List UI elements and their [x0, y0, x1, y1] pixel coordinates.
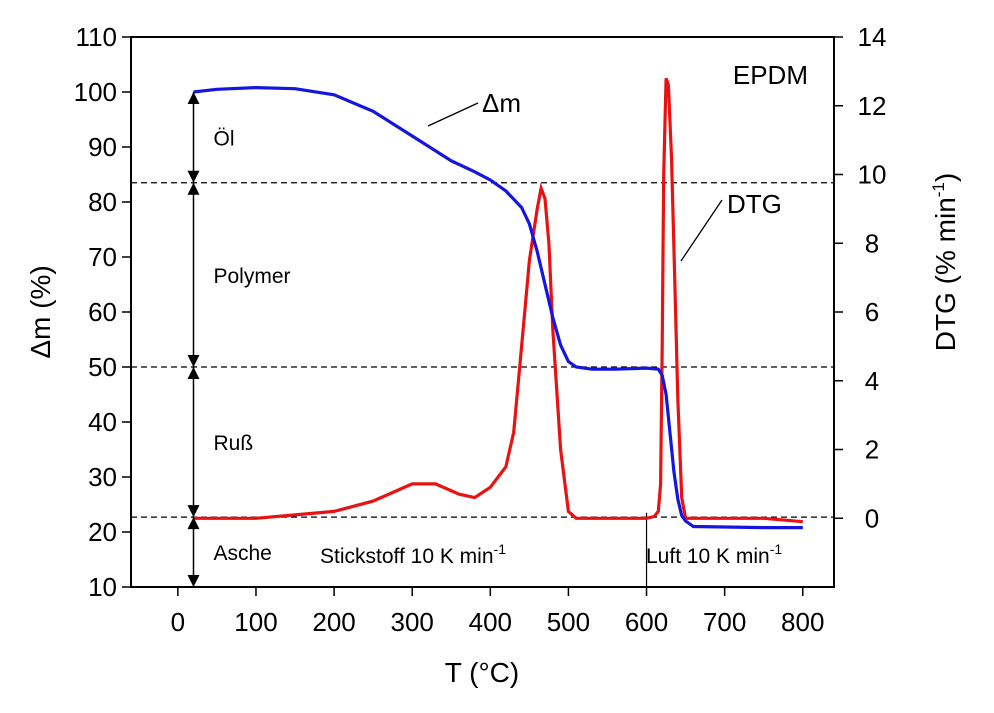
range-label: Polymer: [213, 265, 290, 288]
x-tick-label: 300: [391, 607, 434, 637]
left-y-tick-label: 30: [88, 462, 117, 492]
x-tick-label: 600: [625, 607, 668, 637]
right-y-tick-label: 10: [858, 160, 887, 190]
left-y-tick-label: 80: [88, 187, 117, 217]
left-y-tick-label: 40: [88, 407, 117, 437]
right-y-axis-label-main: DTG (% min: [930, 197, 961, 351]
range-arrow-head: [187, 517, 200, 530]
nitrogen-main: Stickstoff 10 K min: [320, 545, 494, 568]
range-arrow-head: [187, 505, 200, 518]
dm-leader-line: [427, 102, 479, 127]
right-y-axis-label-end: ): [930, 173, 961, 182]
right-y-tick-label: 0: [865, 503, 879, 533]
left-y-tick-label: 70: [88, 242, 117, 272]
right-y-axis: 0 2 4 6 8 10 12 14: [834, 22, 886, 533]
x-tick-label: 800: [781, 607, 824, 637]
range-arrow-head: [187, 92, 200, 104]
left-y-axis-label: Δm (%): [25, 265, 56, 358]
left-y-tick-label: 50: [88, 352, 117, 382]
right-y-tick-label: 6: [865, 297, 879, 327]
right-y-tick-label: 14: [858, 22, 887, 52]
chart-title: EPDM: [733, 60, 808, 90]
air-sup: -1: [770, 541, 783, 557]
left-y-tick-label: 10: [88, 572, 117, 602]
left-y-axis: 10 20 30 40 50 60 70 80 90 100 110: [74, 22, 131, 602]
x-tick-label: 500: [547, 607, 590, 637]
x-axis-label: T (°C): [445, 657, 519, 688]
range-arrows: Öl Polymer Ruß Asche: [187, 92, 291, 587]
plot-frame: [130, 36, 835, 588]
nitrogen-atmosphere-label: Stickstoff 10 K min-1: [320, 541, 506, 568]
range-arrow-head: [187, 575, 200, 587]
range-arrow-head: [187, 367, 200, 379]
dm-label: Δm: [482, 88, 521, 118]
x-tick-label: 200: [312, 607, 355, 637]
x-tick-label: 400: [469, 607, 512, 637]
range-label: Öl: [213, 127, 234, 150]
left-y-tick-label: 110: [76, 22, 117, 52]
air-atmosphere-label: Luft 10 K min-1: [646, 541, 782, 568]
right-y-tick-label: 4: [865, 366, 879, 396]
right-y-tick-label: 8: [865, 228, 879, 258]
air-main: Luft 10 K min: [646, 545, 770, 568]
dm-series-line: [193, 85, 803, 530]
left-y-tick-label: 90: [88, 132, 117, 162]
nitrogen-sup: -1: [494, 541, 507, 557]
right-y-tick-label: 12: [858, 91, 887, 121]
range-arrow-head: [187, 170, 200, 183]
right-y-axis-label: DTG (% min-1): [929, 173, 961, 351]
x-tick-label: 0: [171, 607, 185, 637]
range-label: Asche: [213, 542, 271, 565]
dtg-series-line: [193, 77, 803, 524]
left-y-tick-label: 20: [88, 517, 117, 547]
dtg-leader-line: [680, 199, 723, 262]
dtg-label: DTG: [727, 189, 782, 219]
right-y-axis-label-sup: -1: [929, 182, 948, 197]
x-axis: 0 100 200 300 400 500 600 700 800: [171, 587, 824, 637]
range-arrow-head: [187, 182, 200, 195]
left-y-tick-label: 100: [74, 77, 117, 107]
x-tick-label: 100: [234, 607, 277, 637]
range-label: Ruß: [213, 432, 253, 455]
right-y-tick-label: 2: [865, 435, 879, 465]
x-tick-label: 700: [703, 607, 746, 637]
range-arrow-head: [187, 355, 200, 367]
left-y-tick-label: 60: [88, 297, 117, 327]
